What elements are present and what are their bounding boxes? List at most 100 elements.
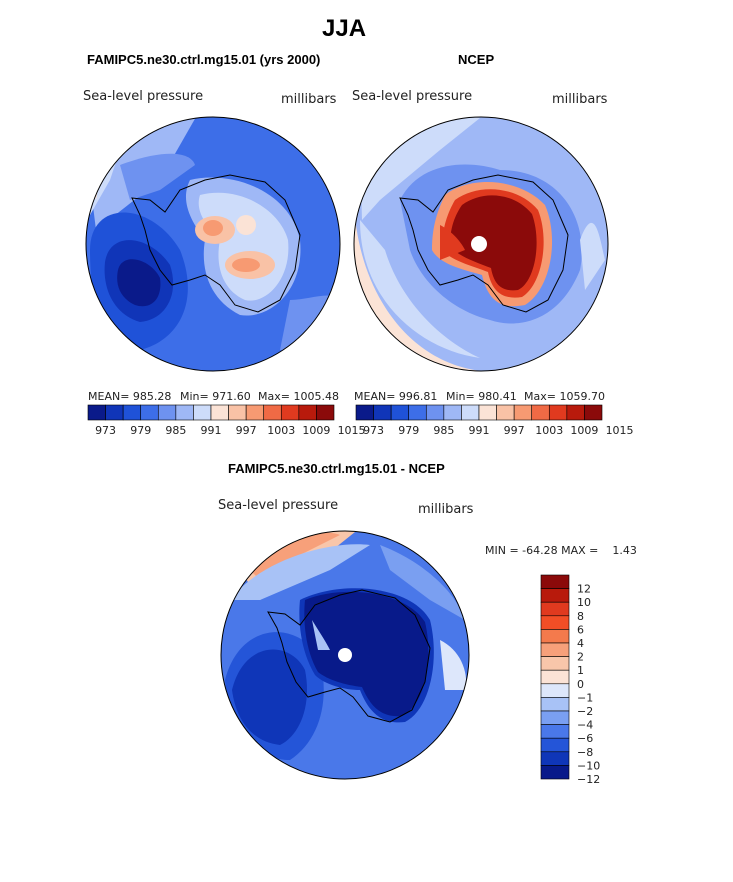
panel1-colorbar-tick-label: 979 [130, 424, 151, 437]
panel1-colorbar: 973 979 985 991 997 1003 1009 1015 [87, 404, 366, 437]
panel1-colorbar-swatch [298, 404, 317, 421]
panel2-colorbar-swatch [425, 404, 445, 421]
panel1-units-label: millibars [281, 92, 337, 107]
panel2-mean: MEAN= 996.81 [354, 390, 438, 403]
panel1-colorbar-swatch [157, 404, 177, 421]
panel3-field-label: Sea-level pressure [218, 498, 339, 513]
panel1-min: Min= 971.60 [180, 390, 251, 403]
panel2-colorbar-swatch [408, 404, 427, 421]
panel2-colorbar-swatch [478, 404, 497, 421]
panel2-colorbar-swatch [513, 404, 533, 421]
panel3-colorbar-tick-label: 6 [577, 623, 584, 636]
panel3-colorbar-tick-label: 8 [577, 610, 584, 623]
panel3-colorbar-swatch [540, 601, 570, 617]
panel1-max: Max= 1005.48 [258, 390, 339, 403]
panel3-colorbar-tick-label: 0 [577, 678, 584, 691]
panel3-colorbar-swatch [540, 710, 570, 725]
panel2-colorbar-tick-label: 1009 [570, 424, 598, 437]
panel1-colorbar-swatch [280, 404, 300, 421]
panel2-colorbar-swatch [390, 404, 410, 421]
panel2-colorbar-tick-label: 979 [398, 424, 419, 437]
panel2-colorbar-swatch [584, 404, 603, 421]
panel2-colorbar-tick-label: 985 [433, 424, 454, 437]
panel3-colorbar-tick-label: 12 [577, 583, 591, 596]
panel2-globe-outline [353, 116, 609, 372]
panel3-colorbar-tick-label: −4 [577, 719, 593, 732]
panel1-colorbar-tick-label: 1003 [267, 424, 295, 437]
panel3-colorbar-tick-label: 10 [577, 596, 591, 609]
panel2-min: Min= 980.41 [446, 390, 517, 403]
panel3-colorbar-tick-label: 4 [577, 637, 584, 650]
panel3-globe-outline [220, 530, 470, 780]
panel3-colorbar-tick-label: 1 [577, 664, 584, 677]
panel1-colorbar-tick-label: 1009 [302, 424, 330, 437]
panel3-coastline [267, 589, 431, 723]
panel2-map [354, 117, 608, 371]
panel1-colorbar-swatch [122, 404, 142, 421]
panel3-colorbar-swatch [540, 724, 570, 739]
panel3-colorbar-tick-label: −2 [577, 705, 593, 718]
panel3-colorbar-swatch [540, 656, 570, 671]
panel3-colorbar-swatch [540, 574, 570, 589]
panel1-globe-outline [85, 116, 341, 372]
panel2-field-label: Sea-level pressure [352, 89, 473, 104]
panel2-colorbar-tick-label: 1003 [535, 424, 563, 437]
panel1-colorbar-swatch [105, 404, 124, 421]
panel2-max: Max= 1059.70 [524, 390, 605, 403]
panel3-colorbar-swatch [540, 751, 570, 766]
panel1-colorbar-swatch [245, 404, 265, 421]
page-title: JJA [322, 15, 367, 42]
panel1-colorbar-swatch [210, 404, 229, 421]
panel3-colorbar-swatch [540, 765, 570, 780]
panel1-map [86, 117, 340, 371]
panel2-colorbar-tick-label: 991 [469, 424, 490, 437]
panel1-colorbar-tick-label: 973 [95, 424, 116, 437]
panel3-colorbar-swatch [540, 669, 570, 685]
panel1-colorbar-swatch [140, 404, 159, 421]
panel2-colorbar-tick-label: 997 [504, 424, 525, 437]
panel3-colorbar-tick-label: −8 [577, 746, 593, 759]
panel3-colorbar-tick-label: 2 [577, 651, 584, 664]
panel1-colorbar-tick-label: 1015 [338, 424, 366, 437]
panel2-colorbar-swatch [355, 404, 374, 421]
panel3-colorbar-tick-label: −10 [577, 759, 600, 772]
panel3-colorbar-swatch [540, 737, 570, 753]
panel2-colorbar-tick-label: 973 [363, 424, 384, 437]
panel3-colorbar-swatch [540, 642, 570, 657]
panel3-colorbar-swatch [540, 629, 570, 644]
panel2-colorbar-swatch [548, 404, 568, 421]
panel2-colorbar-swatch [461, 404, 480, 421]
panel3-colorbar-swatch [540, 615, 570, 630]
panel1-colorbar-swatch [228, 404, 247, 421]
panel1-field-label: Sea-level pressure [83, 89, 204, 104]
panel2-colorbar-swatch [373, 404, 392, 421]
panel2-units-label: millibars [552, 92, 608, 107]
panel2-colorbar-swatch [496, 404, 515, 421]
panel3-map [221, 531, 469, 779]
panel1-coastline [131, 174, 301, 313]
panel1-colorbar-swatch [316, 404, 335, 421]
panel2-colorbar-swatch [566, 404, 585, 421]
panel2-colorbar: 973 979 985 991 997 1003 1009 1015 [355, 404, 634, 437]
panel3-colorbar-tick-label: −12 [577, 773, 600, 786]
panel2-colorbar-swatch [443, 404, 462, 421]
panel3-colorbar-swatch [540, 588, 570, 603]
panel1-colorbar-tick-label: 991 [201, 424, 222, 437]
panel3-colorbar-tick-label: −1 [577, 691, 593, 704]
panel2-coastline [399, 174, 569, 313]
panel1-mean: MEAN= 985.28 [88, 390, 172, 403]
panel3-colorbar-swatch [540, 697, 570, 712]
panel2-colorbar-swatch [531, 404, 550, 421]
panel3-colorbar-tick-label: −6 [577, 732, 593, 745]
panel1-colorbar-swatch [193, 404, 212, 421]
panel2-title: NCEP [458, 52, 495, 67]
panel1-colorbar-tick-label: 997 [236, 424, 257, 437]
panel1-title: FAMIPC5.ne30.ctrl.mg15.01 (yrs 2000) [87, 52, 321, 67]
panel3-title: FAMIPC5.ne30.ctrl.mg15.01 - NCEP [228, 461, 445, 476]
panel1-colorbar-tick-label: 985 [165, 424, 186, 437]
panel1-colorbar-swatch [87, 404, 106, 421]
panel3-units-label: millibars [418, 502, 474, 517]
panel2-colorbar-tick-label: 1015 [606, 424, 634, 437]
